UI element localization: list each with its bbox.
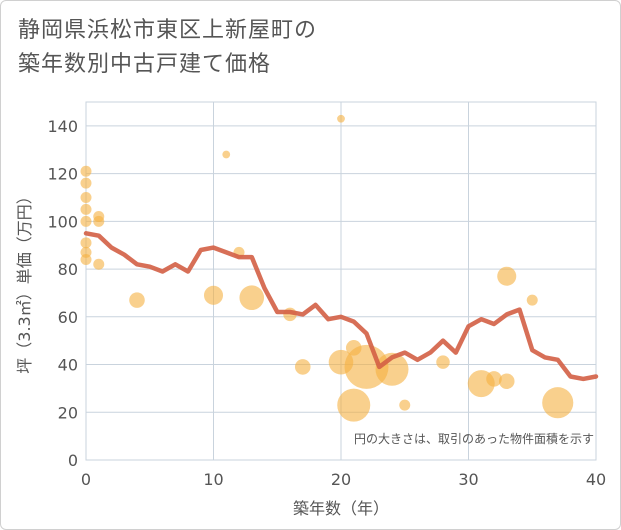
y-tick-label: 20 [58,403,78,422]
bubble-size-note: 円の大きさは、取引のあった物件面積を示す [354,431,594,446]
x-tick-label: 0 [81,470,91,489]
y-tick-label: 60 [58,308,78,327]
y-axis-ticks: 0 20 40 60 80 100 120 140 [47,117,78,470]
bubble-point [80,254,92,266]
bubble-point [526,294,538,306]
y-tick-label: 140 [47,117,78,136]
bubble-point [80,191,92,203]
bubble-point [294,359,311,375]
trend-series [83,231,599,382]
bubble-point [497,266,517,286]
bubble-point [486,371,502,387]
x-axis-ticks: 0 10 20 30 40 [81,470,606,489]
y-tick-label: 100 [47,212,78,231]
x-tick-label: 30 [458,470,478,489]
y-tick-label: 80 [58,260,78,279]
y-tick-label: 40 [58,356,78,375]
bubble-point [80,165,92,177]
bubble-point [80,215,92,227]
y-tick-label: 120 [47,165,78,184]
bubble-point [129,292,145,308]
bubble-point [337,114,345,123]
x-tick-label: 10 [203,470,223,489]
bubble-point [80,237,92,249]
bubble-point [399,399,411,411]
y-axis-label: 坪（3.3㎡）単価（万円） [15,188,34,373]
bubble-point [498,373,515,390]
bubble-point [80,177,92,189]
bubble-point [337,388,371,422]
bubble-point [93,258,105,270]
chart-title-line-2: 築年数別中古戸建て価格 [18,52,272,77]
bubble-point [222,150,231,159]
chart-title: 静岡県浜松市東区上新屋町の 築年数別中古戸建て価格 [18,14,317,82]
bubble-point [542,387,574,419]
bubble-series [80,114,574,422]
x-tick-label: 40 [586,470,606,489]
bubble-point [80,203,92,215]
chart-title-line-1: 静岡県浜松市東区上新屋町の [18,18,318,43]
bubble-point [239,285,265,311]
bubble-point [93,215,105,227]
bubble-point [203,285,224,305]
x-tick-label: 20 [331,470,351,489]
x-axis-label: 築年数（年） [293,499,389,518]
trend-line [83,231,599,382]
bubble-point [436,355,450,369]
y-tick-label: 0 [68,451,78,470]
